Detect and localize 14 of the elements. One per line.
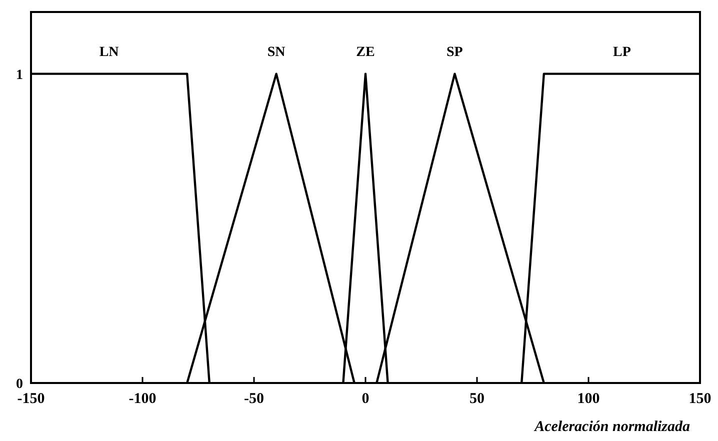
y-tick-label: 1 [16,68,23,83]
x-axis-title: Aceleración normalizada [534,419,690,435]
series-label: ZE [356,44,375,60]
series-label: SP [446,44,464,60]
series-label: SN [267,44,286,60]
x-tick-label: -50 [244,391,264,407]
series-label: LN [99,44,119,60]
x-tick-label: -100 [128,391,156,407]
x-tick-label: 100 [577,391,600,407]
x-tick-label: -150 [17,391,45,407]
x-tick-label: 150 [688,391,712,407]
x-tick-label: 0 [362,391,370,407]
x-tick-label: 50 [470,391,484,407]
series-label: LP [613,44,632,60]
